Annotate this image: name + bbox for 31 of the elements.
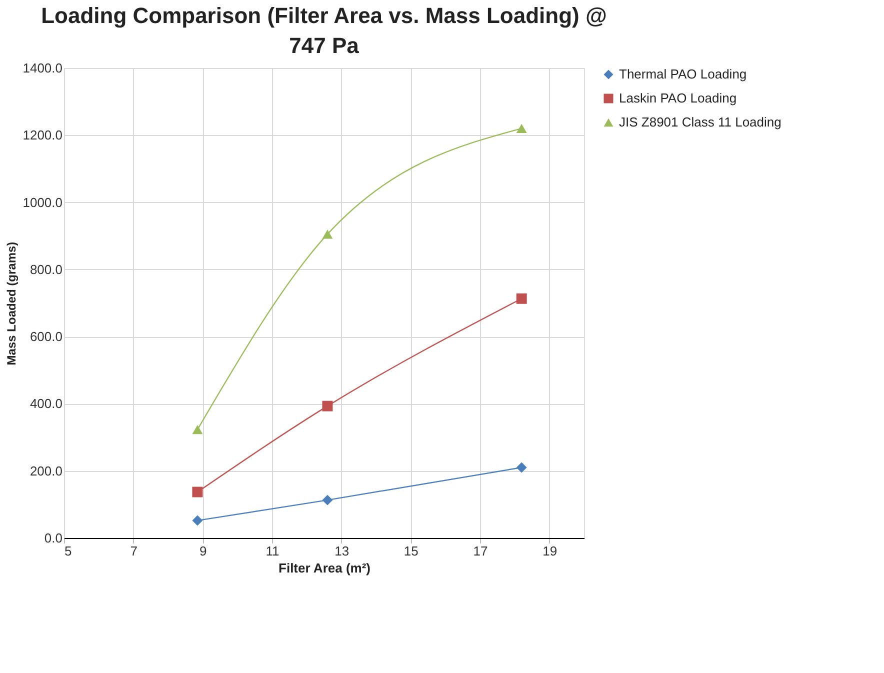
- y-tick-label: 800.0: [30, 262, 62, 277]
- point: [516, 462, 527, 473]
- y-tick-label: 600.0: [30, 329, 62, 344]
- x-tick-label: 7: [130, 544, 138, 558]
- legend-label: Thermal PAO Loading: [619, 66, 747, 82]
- point: [322, 230, 333, 239]
- point: [322, 494, 333, 506]
- point: [516, 293, 527, 304]
- point: [192, 486, 203, 498]
- y-tick-label: 0.0: [44, 530, 62, 546]
- legend-label: Laskin PAO Loading: [619, 90, 737, 106]
- x-tick-label: 19: [542, 544, 558, 558]
- y-tick-label: 1200.0: [22, 128, 62, 143]
- x-tick-label: 15: [404, 544, 418, 558]
- x-tick-label: 11: [266, 544, 280, 558]
- y-tick-label: 1000.0: [22, 194, 62, 210]
- point: [192, 425, 203, 434]
- point: [322, 400, 333, 412]
- legend-label: JIS Z8901 Class 11 Loading: [619, 114, 782, 130]
- x-tick-label: 5: [64, 544, 72, 558]
- x-tick-label: 17: [473, 544, 488, 558]
- x-tick-label: 13: [334, 544, 350, 558]
- point: [192, 515, 203, 526]
- y-axis-title: Mass Loaded (grams): [4, 242, 19, 366]
- y-tick-label: 1400.0: [22, 60, 62, 76]
- chart-title: Loading Comparison (Filter Area vs. Mass Loading) @ 747 Pa: [41, 3, 607, 58]
- y-tick-label: 200.0: [30, 463, 62, 478]
- x-axis-title: Filter Area (m²): [278, 560, 370, 576]
- x-tick-label: 9: [200, 544, 207, 558]
- y-tick-label: 400.0: [30, 396, 62, 412]
- point: [516, 124, 527, 133]
